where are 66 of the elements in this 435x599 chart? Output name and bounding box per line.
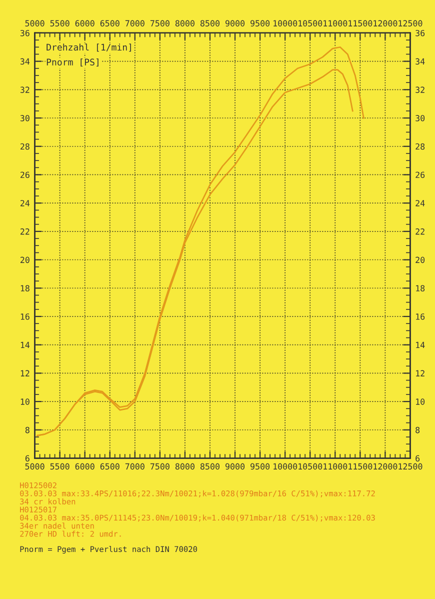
x2-tick-label: 8000 — [175, 20, 194, 26]
x-tick-label: 8500 — [200, 463, 220, 470]
x2-tick-label: 10500 — [298, 20, 322, 26]
y-tick-label: 28 — [20, 143, 30, 150]
y-tick-label: 16 — [20, 313, 30, 320]
x2-tick-label: 6500 — [100, 20, 120, 26]
y-tick-label: 12 — [20, 370, 30, 376]
y-axis-title: Pnorm [PS] — [46, 58, 98, 67]
y2-tick-label: 26 — [416, 172, 425, 178]
y-tick-label: 22 — [20, 228, 30, 235]
y2-tick-label: 30 — [416, 115, 425, 122]
y-tick-label: 10 — [20, 398, 30, 405]
x-tick-label: 10500 — [298, 463, 322, 470]
y2-tick-label: 20 — [416, 256, 425, 264]
x2-tick-label: 12500 — [398, 20, 422, 26]
x2-tick-label: 7000 — [125, 20, 144, 26]
x2-tick-label: 9000 — [226, 20, 245, 26]
y2-tick-label: 36 — [416, 30, 425, 36]
x-tick-label: 8000 — [175, 463, 194, 470]
y2-tick-label: 28 — [416, 143, 425, 150]
y-tick-label: 26 — [20, 172, 30, 178]
x-axis-title: Drehzahl [1/min] — [46, 44, 131, 52]
x-tick-label: 11000 — [324, 463, 348, 470]
y-tick-label: 30 — [20, 115, 30, 122]
x2-tick-label: 5000 — [25, 20, 44, 26]
y2-tick-label: 24 — [416, 200, 425, 206]
x-tick-label: 5000 — [25, 463, 44, 470]
x2-tick-label: 11500 — [348, 20, 372, 26]
x-tick-label: 12500 — [398, 463, 422, 470]
y-tick-label: 32 — [20, 86, 30, 93]
x2-tick-label: 6000 — [75, 20, 94, 26]
y2-tick-label: 14 — [416, 342, 425, 348]
x2-tick-label: 11000 — [324, 20, 348, 26]
y2-tick-label: 6 — [416, 455, 420, 462]
x-tick-label: 12000 — [374, 463, 398, 470]
x2-tick-label: 7500 — [150, 20, 170, 26]
x-tick-label: 9500 — [250, 463, 270, 470]
x-tick-label: 6000 — [75, 463, 94, 470]
x-tick-label: 11500 — [348, 463, 372, 470]
x2-tick-label: 8500 — [200, 20, 220, 26]
x2-tick-label: 9500 — [250, 20, 270, 26]
y-tick-label: 34 — [20, 58, 30, 65]
y-tick-label: 36 — [20, 30, 30, 36]
y-tick-label: 6 — [25, 455, 30, 462]
y-tick-label: 20 — [20, 256, 30, 264]
x-tick-label: 10000 — [274, 463, 298, 470]
x-tick-label: 7500 — [150, 463, 170, 470]
y2-tick-label: 12 — [416, 370, 424, 376]
x2-tick-label: 12000 — [374, 20, 398, 26]
x2-tick-label: 10000 — [274, 20, 298, 26]
y2-tick-label: 10 — [416, 398, 425, 405]
x2-tick-label: 5500 — [50, 20, 70, 26]
y2-tick-label: 18 — [416, 285, 425, 292]
y-tick-label: 8 — [25, 426, 30, 434]
y2-tick-label: 8 — [416, 426, 420, 434]
y-tick-label: 24 — [20, 200, 30, 206]
x-tick-label: 7000 — [125, 463, 144, 470]
y2-tick-label: 22 — [416, 228, 424, 235]
y-tick-label: 14 — [20, 342, 30, 348]
x-tick-label: 5500 — [50, 463, 70, 470]
y-tick-label: 18 — [20, 285, 30, 292]
y2-tick-label: 34 — [416, 58, 425, 65]
x-tick-label: 9000 — [226, 463, 245, 470]
x-tick-label: 6500 — [100, 463, 120, 470]
y2-tick-label: 32 — [416, 86, 424, 93]
y2-tick-label: 16 — [416, 313, 425, 320]
